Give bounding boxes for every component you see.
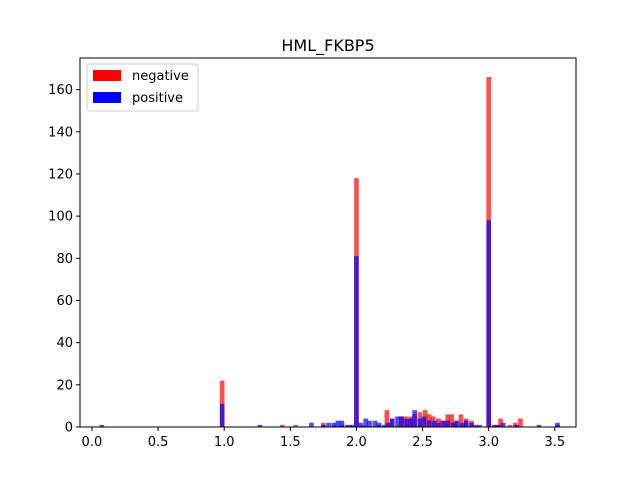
x-tick-label-5: 2.5 [412,435,433,450]
bar-negative-31 [507,424,513,427]
bar-positive-41 [495,424,501,427]
y-tick-label-7: 140 [48,125,73,140]
bar-negative-2 [293,424,298,427]
bar-positive-39 [486,220,492,427]
bar-positive-18 [385,422,391,427]
plot-frame [79,57,577,428]
legend-label-positive: positive [132,91,183,106]
bar-negative-25 [458,414,464,427]
bar-positive-27 [426,420,432,427]
bar-positive-23 [408,418,413,427]
bar-positive-24 [412,410,417,427]
bar-positive-9 [344,424,350,427]
legend-label-negative: negative [132,69,189,84]
x-tick-label-6: 3.0 [478,435,499,450]
bar-positive-44 [536,424,542,427]
bar-positive-6 [331,422,337,427]
bar-positive-12 [358,422,363,427]
bar-positive-8 [339,420,345,427]
bar-negative-30 [498,418,503,427]
bar-positive-42 [500,422,506,427]
x-tick-label-1: 0.5 [148,435,169,450]
axes-layer: 0.0 0.5 1.0 1.5 2.0 2.5 3.0 3.5 0 20 40 60 80 100 120 1… [48,57,577,450]
y-tick-label-3: 60 [56,294,73,309]
bar-negative-23 [449,414,454,427]
bar-negative-33 [518,418,523,427]
bar-positive-16 [376,422,382,427]
bar-positive-37 [473,424,478,427]
bar-positive-43 [514,424,519,427]
y-tick-label-1: 20 [56,378,73,393]
bar-positive-20 [395,416,400,427]
y-tick-label-2: 40 [56,336,73,351]
bar-positive-34 [459,422,465,427]
bar-positive-32 [450,422,456,427]
chart-title: HML_FKBP5 [281,36,374,56]
bar-positive-2 [257,424,263,427]
bar-negative-0 [219,380,225,427]
x-tick-label-2: 1.0 [214,435,235,450]
bar-positive-19 [389,418,395,427]
bar-positive-4 [321,424,326,427]
bar-negative-6 [347,424,353,427]
legend-swatch-negative [93,70,121,81]
bar-positive-36 [469,422,474,427]
bar-positive-30 [441,420,447,427]
bar-positive-38 [477,424,482,427]
bar-positive-22 [404,418,410,427]
legend-swatch-positive [93,92,121,103]
bar-negative-1 [280,424,285,427]
bar-positive-0 [99,424,105,427]
y-tick-label-6: 120 [48,167,73,182]
bar-positive-25 [417,418,423,427]
y-tick-label-5: 100 [48,210,73,225]
bar-positive-10 [350,424,355,427]
bar-positive-17 [381,424,387,427]
bar-negative-8 [360,424,366,427]
x-tick-label-4: 2.0 [346,435,367,450]
y-tick-label-4: 80 [56,252,73,267]
x-tick-label-7: 3.5 [544,435,565,450]
bar-positive-28 [432,420,437,427]
y-tick-label-0: 0 [65,421,73,436]
bar-negative-10 [384,410,390,427]
bar-positive-7 [335,420,341,427]
bar-positive-14 [367,420,372,427]
bars-layer [99,76,560,427]
bar-positive-40 [491,424,497,427]
bar-positive-21 [399,416,404,427]
x-tick-label-0: 0.0 [82,435,103,450]
bar-positive-5 [326,422,331,427]
bar-positive-1 [219,403,225,427]
bar-positive-29 [436,422,441,427]
bar-positive-15 [372,420,378,427]
bar-positive-33 [454,420,460,427]
bar-positive-45 [555,422,560,427]
y-tick-label-8: 160 [48,83,73,98]
bar-positive-26 [421,416,427,427]
x-tick-label-3: 1.5 [280,435,301,450]
bar-positive-3 [309,422,314,427]
bar-positive-11 [354,256,359,427]
legend: negative positive [86,63,199,112]
bar-positive-31 [445,420,451,427]
bar-positive-35 [463,420,469,427]
bar-positive-13 [363,418,369,427]
